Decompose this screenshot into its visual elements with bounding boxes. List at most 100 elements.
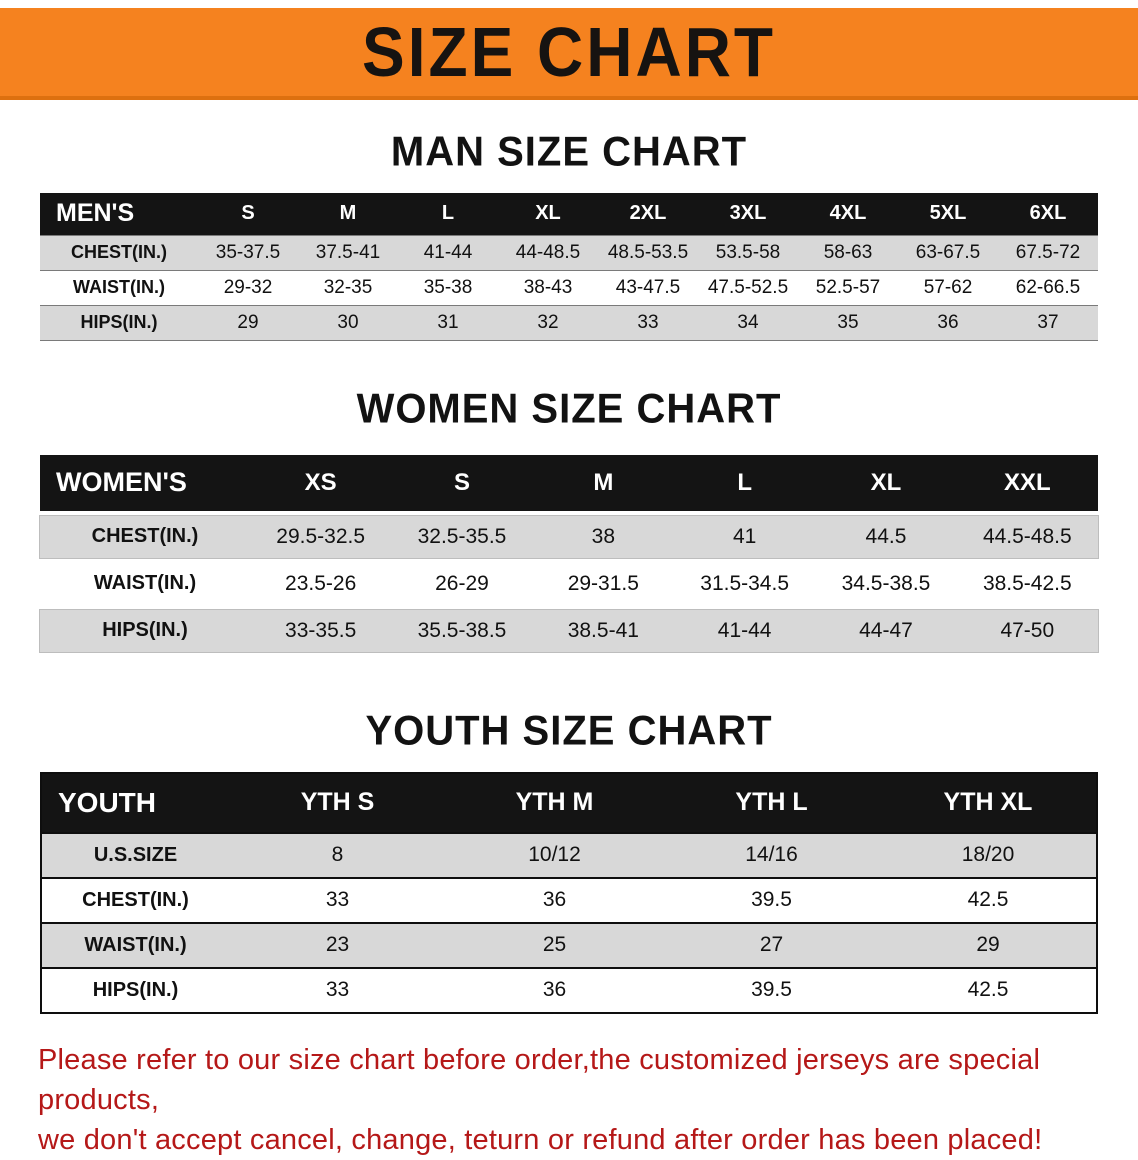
men-section-heading: MAN SIZE CHART [390,128,748,176]
measurement-label: WAIST(IN.) [93,572,197,594]
size-value-cell: 37.5-41 [315,241,381,263]
size-column-header: 2XL [629,202,667,225]
table-header-row: MEN'S S M L XL 2XL 3XL 4XL 5XL 6XL [40,193,1098,235]
size-value-cell: 38.5-41 [567,618,639,642]
size-column-header: S [241,202,255,225]
size-value-cell: 33 [637,311,659,333]
size-column-header: 5XL [929,202,967,225]
size-value-cell: 41-44 [717,618,772,642]
measurement-label: WAIST(IN.) [73,277,165,297]
measurement-row: U.S.SIZE 8 10/12 14/16 18/20 [41,832,1097,878]
size-column-header: XL [535,202,561,225]
measurement-label: WAIST(IN.) [84,933,187,956]
table-title-cell: MEN'S [56,199,135,228]
size-value-cell: 29-31.5 [567,571,639,595]
size-value-cell: 39.5 [751,978,792,1001]
size-value-cell: 32.5-35.5 [417,524,507,548]
youth-size-section: YOUTH SIZE CHART YOUTH YTH S YTH M YTH L YTH… [0,707,1138,1014]
size-value-cell: 26-29 [435,571,489,595]
men-size-section: MAN SIZE CHART MEN'S S M L XL 2XL 3XL 4XL 5XL 6XL… [0,128,1138,341]
size-value-cell: 57-62 [923,276,973,298]
size-column-header: L [737,468,752,496]
size-column-header: M [339,202,357,225]
size-value-cell: 44-48.5 [515,241,581,263]
table-title-cell: YOUTH [58,786,156,818]
size-value-cell: 27 [759,933,784,956]
size-value-cell: 29-32 [223,276,273,298]
measurement-label: HIPS(IN.) [80,312,158,332]
size-value-cell: 37 [1037,311,1059,333]
measurement-row: CHEST(IN.) 35-37.5 37.5-41 41-44 44-48.5 48.5… [40,235,1098,270]
size-column-header: 6XL [1029,202,1067,225]
size-value-cell: 34 [737,311,759,333]
size-value-cell: 23 [325,933,350,956]
size-value-cell: 31.5-34.5 [700,571,790,595]
size-value-cell: 35-37.5 [215,241,281,263]
table-header-row: WOMEN'S XS S M L XL XXL [40,454,1098,511]
size-value-cell: 36 [542,888,567,911]
women-section-heading: WOMEN SIZE CHART [356,385,782,432]
size-value-cell: 14/16 [745,843,798,866]
size-value-cell: 39.5 [751,888,792,911]
measurement-row: WAIST(IN.) 29-32 32-35 35-38 38-43 43-47.5 47.… [40,270,1098,305]
size-column-header: YTH XL [943,788,1033,816]
size-table: YOUTH YTH S YTH M YTH L YTH XL U.S.SIZE 8 10/12… [40,771,1098,1014]
measurement-row: HIPS(IN.) 33-35.5 35.5-38.5 38.5-41 41-44 44-… [39,608,1099,653]
measurement-row: HIPS(IN.) 29 30 31 32 33 34 35 36 37 [40,305,1098,340]
measurement-label: CHEST(IN.) [71,242,167,262]
size-value-cell: 31 [437,311,459,333]
measurement-row: WAIST(IN.) 23.5-26 26-29 29-31.5 31.5-34.5 34… [40,563,1098,605]
size-value-cell: 29.5-32.5 [276,524,366,548]
measurement-label: HIPS(IN.) [92,978,179,1001]
size-column-header: YTH L [735,788,808,816]
size-value-cell: 42.5 [967,978,1009,1001]
size-value-cell: 18/20 [961,843,1015,866]
size-value-cell: 33 [325,888,350,911]
disclaimer-line-1: Please refer to our size chart before or… [38,1043,1041,1116]
size-value-cell: 8 [331,843,344,866]
size-value-cell: 35 [837,311,859,333]
measurement-label: CHEST(IN.) [91,525,199,547]
measurement-row: WAIST(IN.) 23 25 27 29 [41,922,1097,968]
size-column-header: XL [870,468,902,496]
size-column-header: XS [304,468,337,496]
size-column-header: 3XL [729,202,767,225]
measurement-row: CHEST(IN.) 29.5-32.5 32.5-35.5 38 41 44.5 44.5… [39,514,1099,559]
size-value-cell: 52.5-57 [815,276,881,298]
size-value-cell: 33-35.5 [285,618,357,642]
size-value-cell: 33 [325,978,350,1001]
measurement-label: CHEST(IN.) [82,888,189,911]
size-column-header: YTH M [515,788,594,816]
order-disclaimer: Please refer to our size chart before or… [0,1040,1138,1160]
size-value-cell: 58-63 [823,241,873,263]
size-chart-banner: SIZE CHART [0,8,1138,100]
size-value-cell: 10/12 [528,843,581,866]
size-value-cell: 38 [591,524,615,548]
size-value-cell: 41 [732,524,757,548]
size-table: MEN'S S M L XL 2XL 3XL 4XL 5XL 6XL CHEST(IN.) 35-37… [40,193,1098,341]
size-value-cell: 30 [337,311,359,333]
size-column-header: YTH S [300,788,375,816]
size-value-cell: 25 [542,933,567,956]
measurement-row: CHEST(IN.) 33 36 39.5 42.5 [41,877,1097,923]
size-value-cell: 38-43 [523,276,573,298]
men-size-table: MEN'S S M L XL 2XL 3XL 4XL 5XL 6XL CHEST(IN.) 35-37… [40,193,1098,341]
table-title-cell: WOMEN'S [56,467,187,497]
youth-section-heading: YOUTH SIZE CHART [365,707,773,754]
size-value-cell: 67.5-72 [1015,241,1081,263]
size-value-cell: 41-44 [423,241,473,263]
banner-title: SIZE CHART [362,13,776,91]
size-value-cell: 47.5-52.5 [707,276,789,298]
size-value-cell: 35.5-38.5 [417,618,507,642]
size-value-cell: 44-47 [859,618,913,642]
size-value-cell: 23.5-26 [285,571,357,595]
size-value-cell: 63-67.5 [915,241,981,263]
size-column-header: L [441,202,455,225]
size-value-cell: 36 [542,978,567,1001]
measurement-label: HIPS(IN.) [102,619,188,641]
size-value-cell: 29 [237,311,259,333]
size-value-cell: 44.5 [865,524,907,548]
size-value-cell: 34.5-38.5 [841,571,931,595]
size-column-header: 4XL [829,202,867,225]
